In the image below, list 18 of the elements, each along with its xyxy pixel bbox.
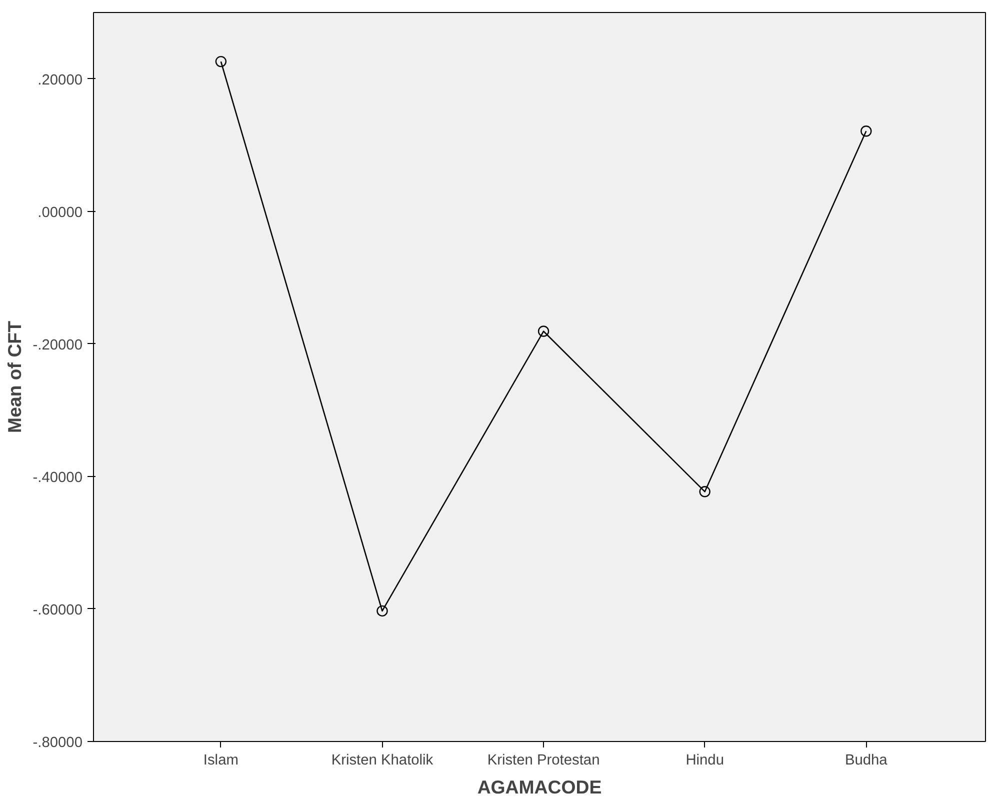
- point: [860, 126, 872, 137]
- y-tick-label: -.80000: [32, 735, 83, 751]
- point: [699, 486, 710, 498]
- y-tick-label: -.40000: [32, 470, 83, 486]
- x-tick-label: Islam: [203, 752, 238, 768]
- x-tick-label: Kristen Khatolik: [331, 752, 434, 768]
- point: [538, 326, 550, 337]
- point: [215, 56, 227, 68]
- point: [376, 605, 388, 617]
- x-tick-label: Kristen Protestan: [487, 752, 600, 768]
- x-tick-label: Budha: [844, 752, 888, 768]
- y-tick-label: .20000: [38, 72, 82, 88]
- x-tick-label: Hindu: [686, 752, 724, 768]
- x-axis-title: AGAMACODE: [477, 776, 602, 798]
- y-tick-label: -.20000: [32, 337, 83, 354]
- y-tick-label: -.60000: [32, 602, 83, 618]
- y-tick-label: .00000: [38, 204, 82, 221]
- y-axis-title: Mean of CFT: [4, 320, 25, 433]
